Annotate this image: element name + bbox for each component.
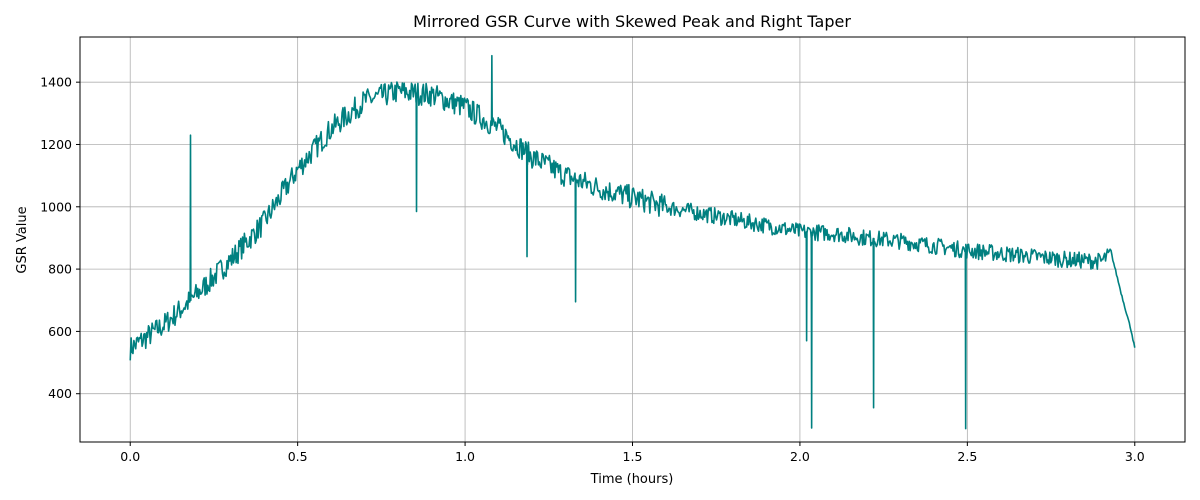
grid-lines — [80, 37, 1185, 442]
x-axis-ticks: 0.0 0.5 1.0 1.5 2.0 2.5 3.0 — [120, 442, 1145, 464]
gsr-series-line — [129, 54, 1136, 430]
y-axis-ticks: 400 600 800 1000 1200 1400 — [40, 75, 80, 401]
x-tick-label: 0.5 — [288, 449, 308, 464]
x-tick-label: 1.0 — [455, 449, 475, 464]
chart-title: Mirrored GSR Curve with Skewed Peak and … — [413, 12, 851, 31]
y-tick-label: 400 — [48, 386, 72, 401]
series-layer — [129, 54, 1136, 430]
x-tick-label: 2.5 — [957, 449, 977, 464]
y-tick-label: 1000 — [40, 199, 72, 214]
x-tick-label: 3.0 — [1125, 449, 1145, 464]
x-tick-label: 2.0 — [790, 449, 810, 464]
y-tick-label: 800 — [48, 262, 72, 277]
x-tick-label: 1.5 — [623, 449, 643, 464]
x-tick-label: 0.0 — [120, 449, 140, 464]
y-tick-label: 1200 — [40, 137, 72, 152]
y-tick-label: 600 — [48, 324, 72, 339]
y-tick-label: 1400 — [40, 75, 72, 90]
y-axis-title: GSR Value — [15, 206, 30, 273]
x-axis-title: Time (hours) — [590, 472, 674, 487]
